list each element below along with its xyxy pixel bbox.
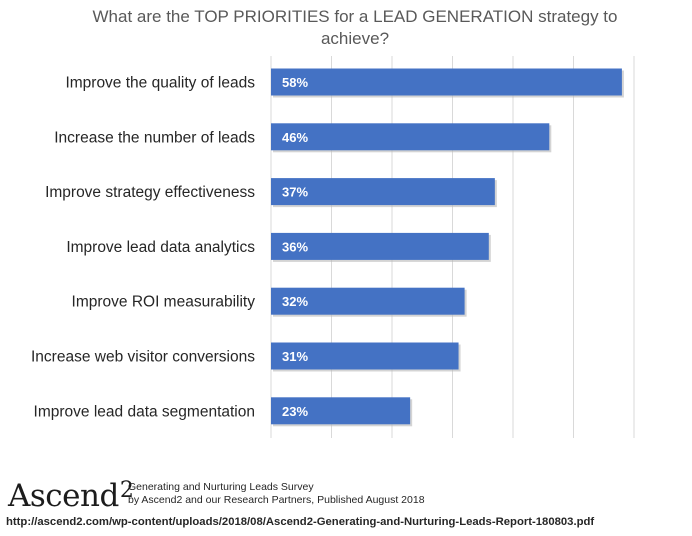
chart-title: What are the TOP PRIORITIES for a LEAD G… (92, 7, 618, 48)
category-label: Improve the quality of leads (65, 75, 255, 92)
value-label: 46% (282, 130, 308, 145)
category-label: Improve ROI measurability (72, 294, 256, 311)
category-label: Improve lead data analytics (66, 239, 255, 256)
value-label: 31% (282, 349, 308, 364)
bar (271, 68, 622, 96)
value-labels: 58% 46% 37% 36% 32% 31% 23% (282, 75, 308, 419)
value-label: 23% (282, 404, 308, 419)
source-url: http://ascend2.com/wp-content/uploads/20… (6, 516, 595, 528)
survey-line-2: by Ascend2 and our Research Partners, Pu… (128, 494, 425, 506)
value-label: 32% (282, 294, 308, 309)
ascend2-logo: Ascend2 (8, 478, 134, 514)
category-label: Increase the number of leads (54, 129, 255, 146)
bar (271, 232, 489, 260)
bar (271, 123, 550, 151)
value-label: 36% (282, 239, 308, 254)
category-labels: Improve the quality of leads Increase the… (31, 75, 255, 421)
category-label: Improve strategy effectiveness (45, 184, 255, 201)
gridlines (270, 56, 635, 438)
survey-source: Generating and Nurturing Leads Survey by… (128, 481, 425, 507)
bar (271, 342, 459, 370)
bar (271, 397, 411, 425)
bar (271, 178, 495, 206)
category-label: Increase web visitor conversions (31, 349, 255, 366)
survey-line-1: Generating and Nurturing Leads Survey (128, 481, 314, 493)
value-label: 37% (282, 185, 308, 200)
category-label: Improve lead data segmentation (34, 403, 255, 420)
value-label: 58% (282, 75, 308, 90)
bar (271, 287, 465, 315)
bar-chart: Improve the quality of leads Increase the… (31, 56, 635, 438)
bars-group (271, 68, 624, 427)
